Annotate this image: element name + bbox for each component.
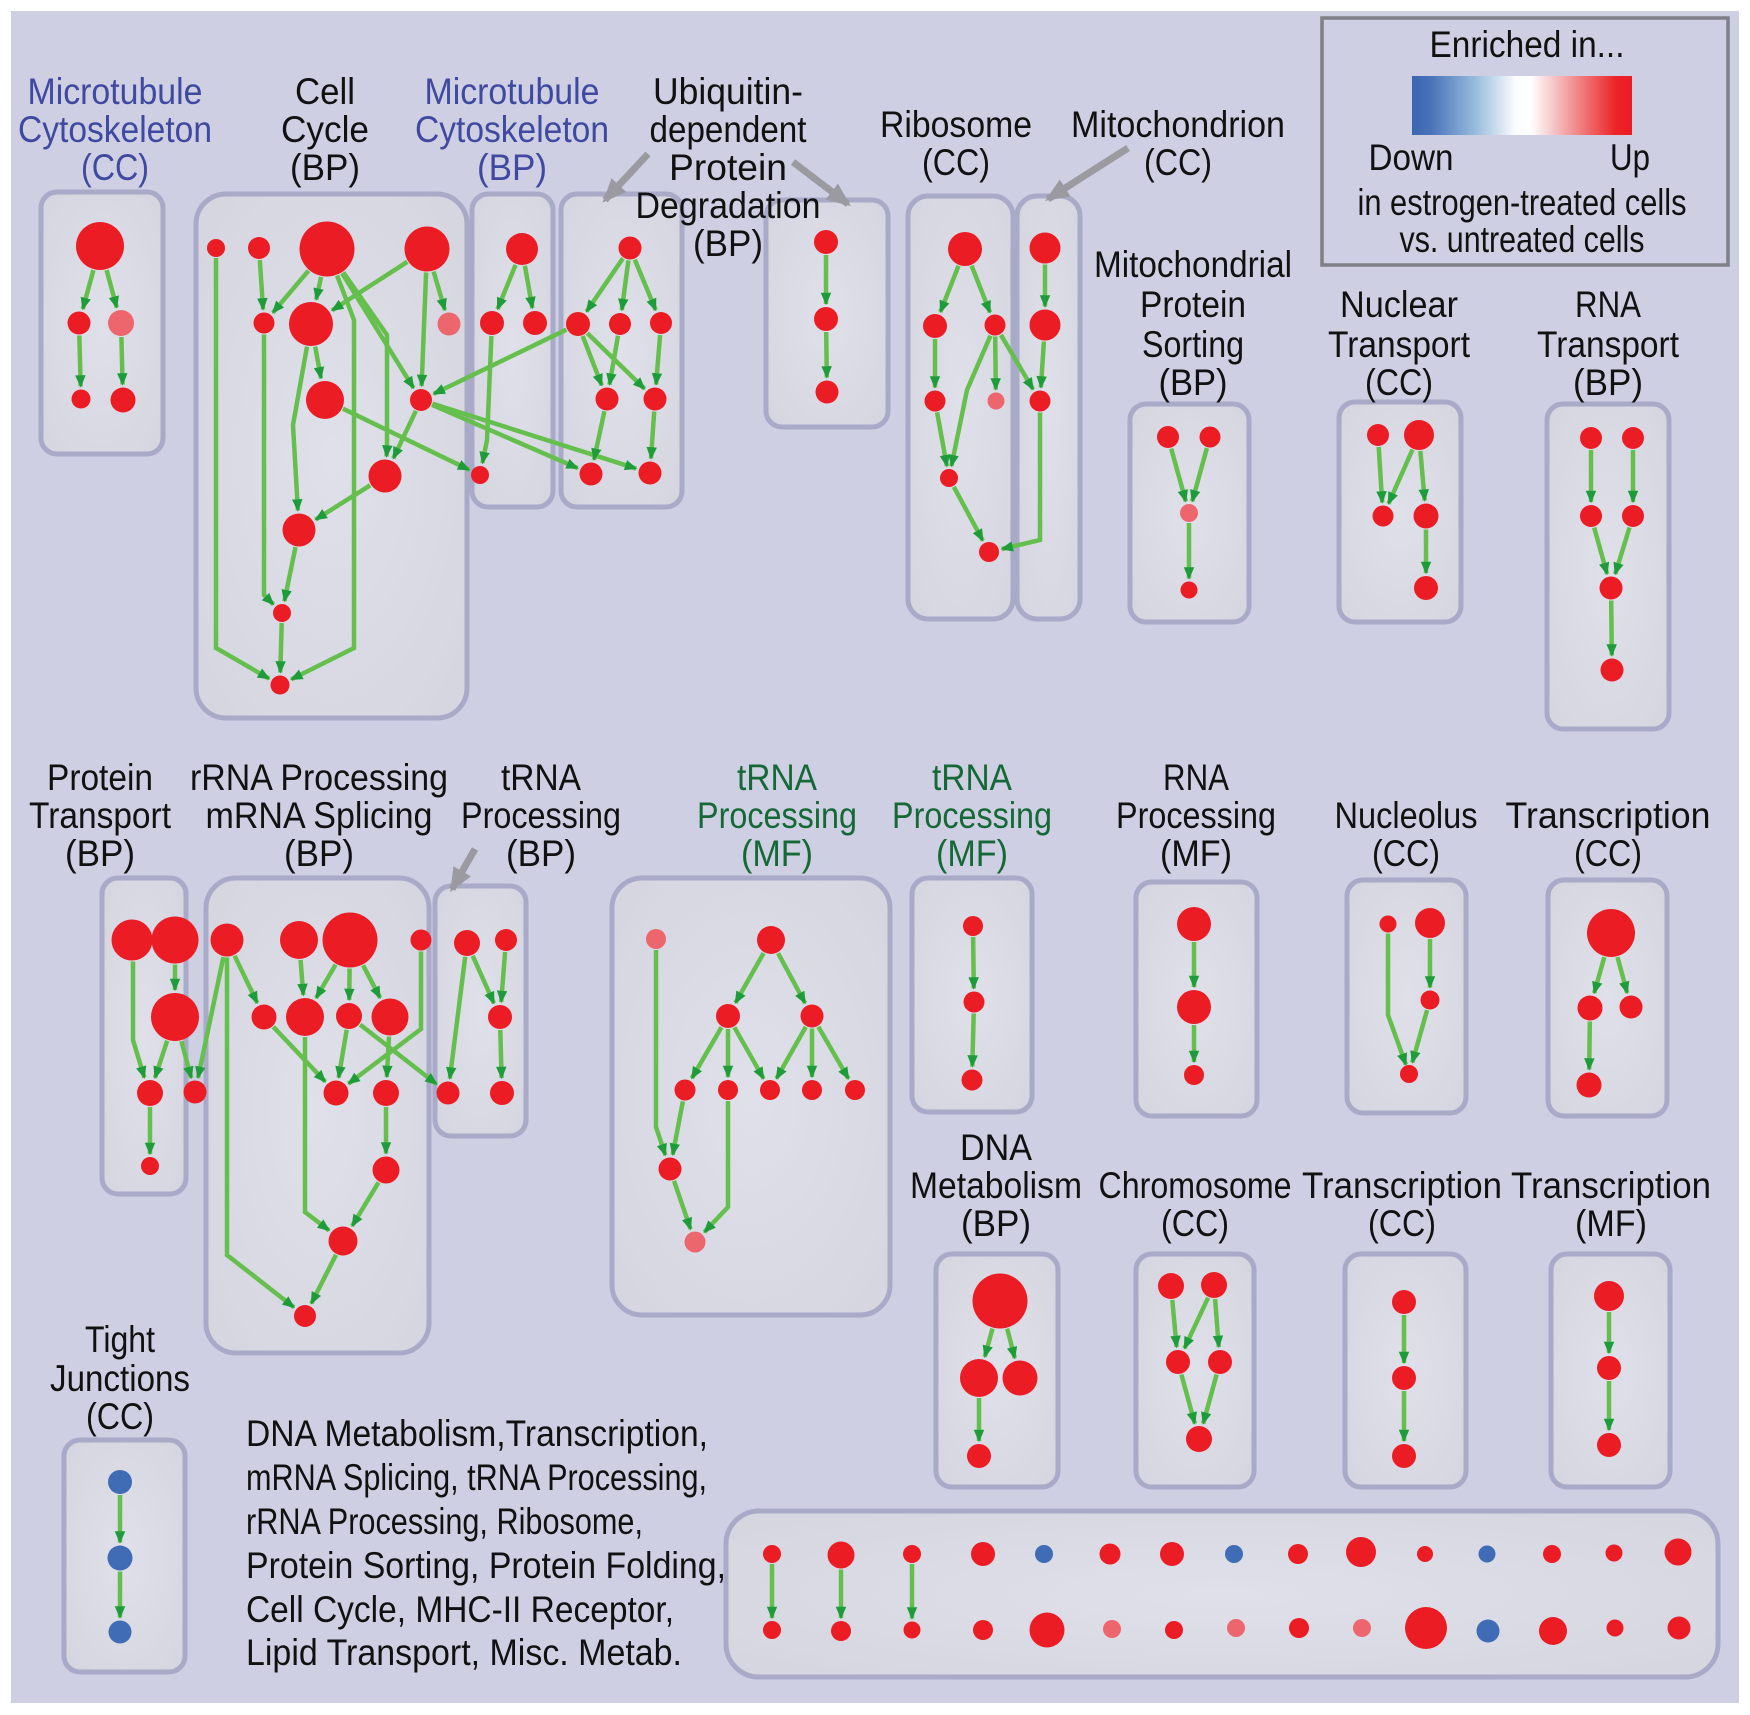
svg-text:(MF): (MF) [1575, 1203, 1647, 1244]
svg-text:Transcription: Transcription [1506, 795, 1711, 836]
svg-text:Protein: Protein [47, 757, 153, 798]
svg-text:(CC): (CC) [1144, 142, 1212, 183]
svg-text:Protein Sorting, Protein Foldi: Protein Sorting, Protein Folding, [246, 1545, 726, 1586]
svg-text:Processing: Processing [461, 795, 621, 836]
svg-text:Mitochondrion: Mitochondrion [1071, 104, 1285, 145]
svg-text:in estrogen-treated cells: in estrogen-treated cells [1358, 182, 1687, 223]
svg-text:(CC): (CC) [86, 1396, 154, 1437]
svg-text:vs. untreated cells: vs. untreated cells [1400, 219, 1645, 260]
svg-text:mRNA Splicing, tRNA Processing: mRNA Splicing, tRNA Processing, [246, 1457, 707, 1498]
svg-text:Lipid Transport, Misc. Metab.: Lipid Transport, Misc. Metab. [246, 1632, 682, 1673]
svg-text:(CC): (CC) [1161, 1203, 1229, 1244]
svg-text:Down: Down [1369, 137, 1454, 178]
svg-text:(CC): (CC) [1368, 1203, 1436, 1244]
svg-text:(BP): (BP) [961, 1203, 1031, 1244]
svg-text:(MF): (MF) [936, 833, 1008, 874]
svg-text:Transcription: Transcription [1302, 1165, 1502, 1206]
svg-text:tRNA: tRNA [501, 757, 581, 798]
svg-text:Nuclear: Nuclear [1340, 284, 1458, 325]
svg-text:Cycle: Cycle [281, 109, 369, 150]
svg-text:Processing: Processing [1116, 795, 1276, 836]
svg-text:Mitochondrial: Mitochondrial [1094, 244, 1292, 285]
svg-text:RNA: RNA [1575, 284, 1641, 325]
svg-text:Protein: Protein [669, 147, 787, 188]
svg-text:tRNA: tRNA [932, 757, 1012, 798]
svg-text:Ribosome: Ribosome [880, 104, 1032, 145]
svg-text:(BP): (BP) [1573, 362, 1643, 403]
svg-text:Transport: Transport [1537, 324, 1680, 365]
svg-text:(BP): (BP) [477, 147, 547, 188]
svg-text:DNA Metabolism,Transcription,: DNA Metabolism,Transcription, [246, 1413, 708, 1454]
svg-text:rRNA Processing, Ribosome,: rRNA Processing, Ribosome, [246, 1501, 643, 1542]
svg-text:(CC): (CC) [81, 147, 149, 188]
svg-text:(BP): (BP) [65, 833, 135, 874]
svg-text:(BP): (BP) [693, 223, 763, 264]
svg-text:Cell Cycle, MHC-II Receptor,: Cell Cycle, MHC-II Receptor, [246, 1589, 674, 1630]
svg-text:Chromosome: Chromosome [1099, 1165, 1292, 1206]
svg-text:(MF): (MF) [1160, 833, 1232, 874]
svg-text:Transport: Transport [1328, 324, 1471, 365]
svg-text:tRNA: tRNA [737, 757, 817, 798]
svg-text:(BP): (BP) [290, 147, 360, 188]
svg-text:Transport: Transport [29, 795, 172, 836]
svg-text:Protein: Protein [1140, 284, 1246, 325]
svg-text:Enriched in...: Enriched in... [1430, 24, 1625, 65]
svg-text:Tight: Tight [85, 1319, 156, 1360]
svg-text:Processing: Processing [892, 795, 1052, 836]
svg-text:(BP): (BP) [284, 833, 354, 874]
svg-text:Metabolism: Metabolism [910, 1165, 1082, 1206]
svg-text:Transcription: Transcription [1511, 1165, 1711, 1206]
svg-text:Junctions: Junctions [50, 1358, 190, 1399]
svg-text:DNA: DNA [960, 1127, 1032, 1168]
svg-text:RNA: RNA [1163, 757, 1229, 798]
svg-text:Sorting: Sorting [1142, 324, 1244, 365]
svg-text:(CC): (CC) [1574, 833, 1642, 874]
svg-text:Processing: Processing [697, 795, 857, 836]
svg-text:(BP): (BP) [506, 833, 576, 874]
svg-text:rRNA Processing: rRNA Processing [190, 757, 448, 798]
svg-text:Cytoskeleton: Cytoskeleton [18, 109, 212, 150]
svg-text:(MF): (MF) [741, 833, 813, 874]
svg-text:(CC): (CC) [1372, 833, 1440, 874]
svg-text:Nucleolus: Nucleolus [1335, 795, 1478, 836]
svg-text:mRNA Splicing: mRNA Splicing [206, 795, 433, 836]
svg-text:Microtubule: Microtubule [28, 71, 203, 112]
svg-text:Degradation: Degradation [636, 185, 821, 226]
svg-text:(BP): (BP) [1159, 362, 1228, 403]
svg-text:(CC): (CC) [1365, 362, 1433, 403]
svg-text:Cytoskeleton: Cytoskeleton [415, 109, 609, 150]
svg-text:Ubiquitin-: Ubiquitin- [653, 71, 803, 112]
svg-text:(CC): (CC) [922, 142, 990, 183]
svg-text:Cell: Cell [295, 71, 355, 112]
svg-text:Microtubule: Microtubule [425, 71, 600, 112]
svg-text:Up: Up [1610, 137, 1650, 178]
svg-text:dependent: dependent [650, 109, 808, 150]
